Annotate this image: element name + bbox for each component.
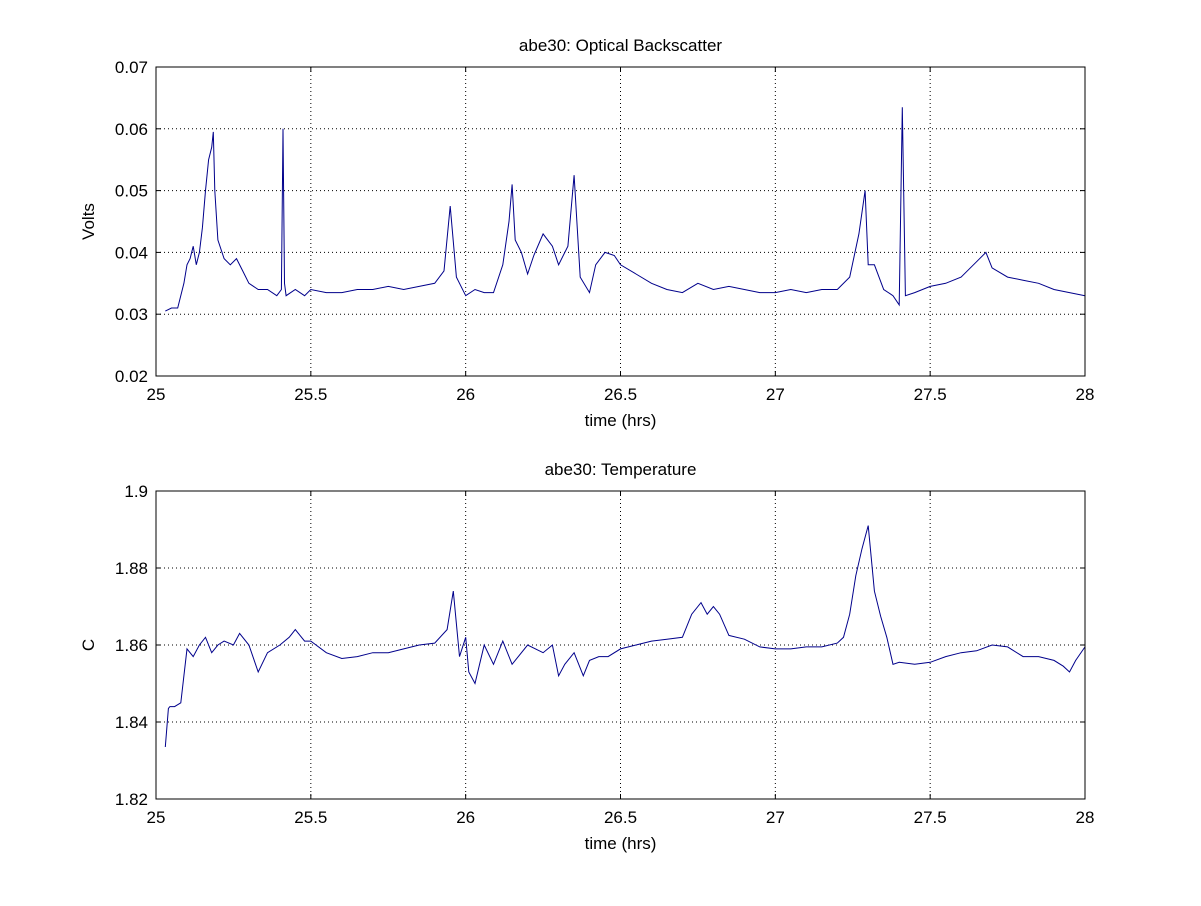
temperature-x-tick-label: 27	[766, 808, 785, 827]
backscatter-y-tick-label: 0.03	[115, 305, 148, 324]
backscatter-y-tick-label: 0.07	[115, 58, 148, 77]
temperature-x-tick-label: 26	[456, 808, 475, 827]
backscatter-x-tick-label: 26.5	[604, 385, 637, 404]
temperature-x-axis-label: time (hrs)	[585, 834, 657, 853]
backscatter-axes: 25 25.5 26 26.5 27 27.5 28 0.02 0.03 0.04 0.05 0.06…	[79, 36, 1094, 430]
temperature-axes: 25 25.5 26 26.5 27 27.5 281.821.841.861.881.9 …	[79, 460, 1094, 853]
temperature-y-tick-label: 1.88	[115, 559, 148, 578]
backscatter-y-axis-label: Volts	[79, 203, 98, 240]
backscatter-y-tick-label: 0.06	[115, 120, 148, 139]
backscatter-x-tick-label: 25	[147, 385, 166, 404]
backscatter-x-tick-label: 25.5	[294, 385, 327, 404]
backscatter-y-tick-label: 0.04	[115, 243, 148, 262]
backscatter-x-axis-label: time (hrs)	[585, 411, 657, 430]
temperature-x-tick-label: 26.5	[604, 808, 637, 827]
temperature-series-line	[164, 525, 1086, 748]
backscatter-title: abe30: Optical Backscatter	[519, 36, 723, 55]
temperature-y-tick-label: 1.82	[115, 790, 148, 809]
temperature-x-tick-label: 25	[147, 808, 166, 827]
backscatter-x-tick-label: 27.5	[914, 385, 947, 404]
backscatter-x-tick-label: 27	[766, 385, 785, 404]
backscatter-grid	[156, 67, 1085, 376]
temperature-y-tick-label: 1.84	[115, 713, 148, 732]
temperature-y-tick-label: 1.86	[115, 636, 148, 655]
backscatter-x-tick-label: 26	[456, 385, 475, 404]
temperature-x-tick-label: 25.5	[294, 808, 327, 827]
temperature-grid	[156, 491, 1085, 799]
backscatter-x-tick-label: 28	[1076, 385, 1095, 404]
temperature-x-tick-label: 27.5	[914, 808, 947, 827]
temperature-y-axis-label: C	[79, 639, 98, 651]
temperature-y-tick-label: 1.9	[124, 482, 148, 501]
backscatter-y-tick-label: 0.02	[115, 367, 148, 386]
temperature-x-tick-label: 28	[1076, 808, 1095, 827]
temperature-ticks: 25 25.5 26 26.5 27 27.5 28 1.82 1.84 1.86 1.88 1.9	[115, 482, 1095, 827]
backscatter-y-tick-label: 0.05	[115, 182, 148, 201]
temperature-title: abe30: Temperature	[545, 460, 697, 479]
backscatter-ticks: 25 25.5 26 26.5 27 27.5 28 0.02 0.03 0.04 0.05 0.06…	[115, 58, 1095, 404]
backscatter-series-line	[165, 107, 1086, 312]
